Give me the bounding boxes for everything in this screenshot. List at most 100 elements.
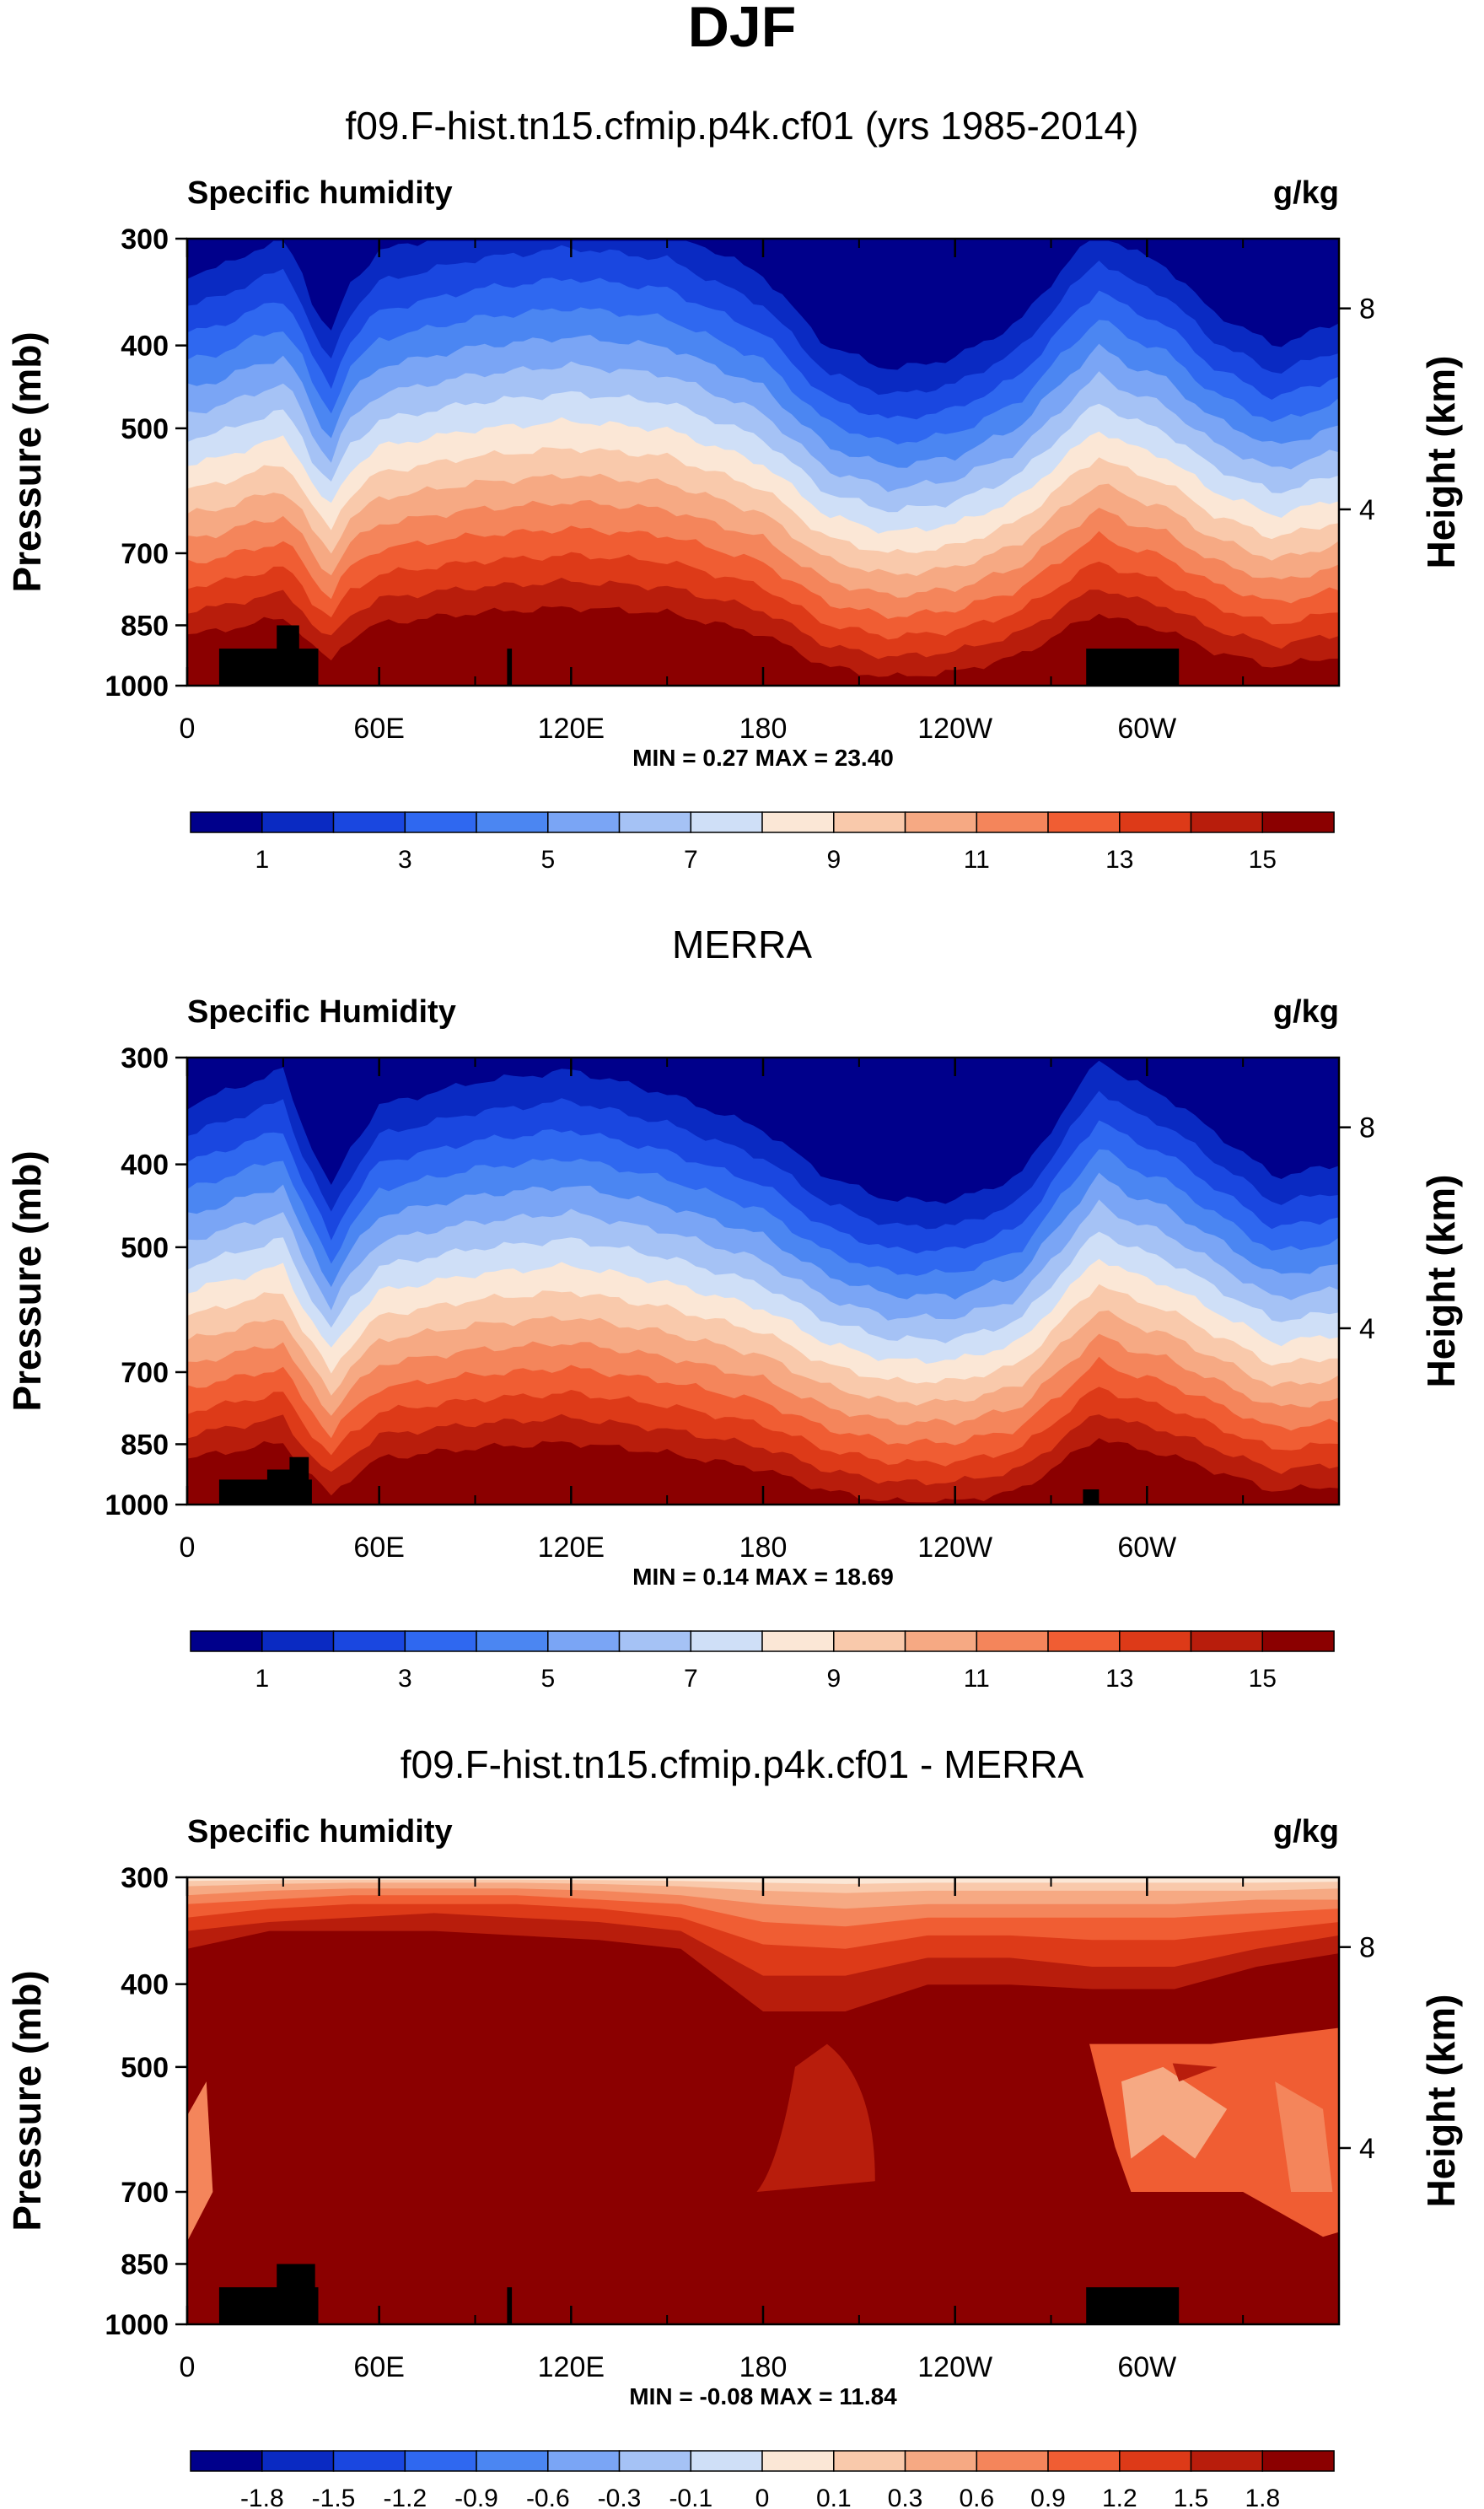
colorbar-label: 13 <box>1105 846 1133 874</box>
y-axis-label: Pressure (mb) <box>5 331 49 592</box>
colorbar-swatch <box>1261 1630 1335 1652</box>
y2-tick-label: 4 <box>1359 2133 1375 2165</box>
colorbar-swatch <box>1190 811 1264 833</box>
panel-title: f09.F-hist.tn15.cfmip.p4k.cf01 (yrs 1985… <box>346 104 1139 148</box>
x-tick-label: 60W <box>1117 1532 1176 1564</box>
colorbar-swatch <box>1119 2450 1192 2472</box>
colorbar-label: 1.5 <box>1174 2485 1209 2509</box>
colorbar-swatch <box>833 1630 906 1652</box>
diff-tongue <box>756 2043 875 2192</box>
y2-tick-label: 4 <box>1359 494 1375 526</box>
y-tick-label: 1000 <box>105 2309 169 2341</box>
colorbar-swatch <box>833 811 906 833</box>
panel-1: 0 60E 120E 180 120W 60W 300 400 500 700 850 1000 8 4 P… <box>5 104 1463 874</box>
colorbar-swatch <box>1119 811 1192 833</box>
x-tick-label: 120W <box>917 2351 992 2383</box>
colorbar-label: 1 <box>255 846 269 874</box>
x-tick-label: 60E <box>353 2351 405 2383</box>
colorbar-swatch <box>833 2450 906 2472</box>
colorbar-label: 7 <box>684 846 698 874</box>
colorbar-swatch <box>690 811 763 833</box>
colorbar-swatch <box>761 1630 835 1652</box>
colorbar-label: -1.2 <box>383 2485 427 2509</box>
colorbar-swatch <box>904 811 978 833</box>
contour-band-15 <box>187 1438 1339 1505</box>
land-mask-1 <box>266 1469 290 1505</box>
y-tick-label: 500 <box>121 2052 169 2084</box>
land-mask-2 <box>507 649 513 686</box>
colorbar-swatch <box>261 1630 335 1652</box>
colorbar-label: 9 <box>826 1665 841 1693</box>
colorbar-label: 0.3 <box>888 2485 923 2509</box>
x-tick-label: 60E <box>353 713 405 745</box>
y-tick-label: 1000 <box>105 1489 169 1521</box>
contour-field <box>187 1877 1339 2324</box>
colorbar-swatch <box>1190 1630 1264 1652</box>
y-tick-label: 500 <box>121 413 169 445</box>
units-label: g/kg <box>1273 175 1339 211</box>
colorbar-swatch <box>261 2450 335 2472</box>
panel-3: 0 60E 120E 180 120W 60W 300 400 500 700 850 1000 8 4 P… <box>5 1742 1463 2509</box>
units-label: g/kg <box>1273 1814 1339 1849</box>
x-tick-label: 120W <box>917 713 992 745</box>
y-tick-label: 700 <box>121 2177 169 2209</box>
contour-field <box>187 239 1339 686</box>
figure-title: DJF <box>688 0 796 59</box>
y2-axis-label: Height (km) <box>1419 1995 1463 2208</box>
colorbar-swatch <box>976 2450 1049 2472</box>
contour-band-15 <box>187 606 1339 686</box>
y-tick-label: 700 <box>121 538 169 570</box>
colorbar-label: -1.8 <box>240 2485 284 2509</box>
min-max-label: MIN = -0.08 MAX = 11.84 <box>629 2383 897 2409</box>
x-tick-label: 180 <box>739 713 788 745</box>
variable-label: Specific Humidity <box>187 994 456 1030</box>
contour-field <box>187 1058 1339 1505</box>
colorbar-swatch <box>904 1630 978 1652</box>
colorbar-label: 3 <box>398 1665 412 1693</box>
y-tick-label: 500 <box>121 1232 169 1264</box>
variable-label: Specific humidity <box>187 1814 453 1849</box>
diff-east-edge <box>1275 2081 1333 2192</box>
colorbar-swatch <box>1047 2450 1121 2472</box>
x-tick-label: 120E <box>538 713 605 745</box>
land-mask-2 <box>507 2287 513 2324</box>
diff-west-edge <box>187 2081 213 2242</box>
colorbar-label: 13 <box>1105 1665 1133 1693</box>
y2-tick-label: 8 <box>1359 1932 1375 1964</box>
y-tick-label: 400 <box>121 331 169 363</box>
diff-east-light <box>1121 2066 1228 2159</box>
colorbar-label: 11 <box>964 1665 990 1693</box>
colorbar-swatch <box>261 811 335 833</box>
x-tick-label: 0 <box>180 713 196 745</box>
colorbar-swatch <box>332 811 406 833</box>
colorbar-swatch <box>404 811 477 833</box>
colorbar-swatch <box>976 1630 1049 1652</box>
y2-tick-label: 8 <box>1359 293 1375 326</box>
x-tick-label: 180 <box>739 2351 788 2383</box>
y-tick-label: 1000 <box>105 670 169 703</box>
panel-title: f09.F-hist.tn15.cfmip.p4k.cf01 - MERRA <box>401 1742 1084 1786</box>
colorbar-label: 1.2 <box>1102 2485 1137 2509</box>
colorbar: 1 3 5 7 9 11 13 15 <box>190 1630 1335 1693</box>
colorbar-swatch <box>761 2450 835 2472</box>
colorbar-swatch <box>476 2450 549 2472</box>
colorbar-swatch <box>547 2450 621 2472</box>
colorbar-swatch <box>1119 1630 1192 1652</box>
y-tick-label: 850 <box>121 2248 169 2280</box>
y2-axis-label: Height (km) <box>1419 1175 1463 1388</box>
colorbar-swatch <box>1261 811 1335 833</box>
colorbar-swatch <box>1047 811 1121 833</box>
colorbar-swatch <box>618 2450 692 2472</box>
colorbar-swatch <box>190 2450 263 2472</box>
colorbar-swatch <box>904 2450 978 2472</box>
diff-east-dark <box>1172 2063 1218 2082</box>
colorbar-swatch <box>618 1630 692 1652</box>
colorbar-swatch <box>190 811 263 833</box>
y-tick-label: 850 <box>121 1429 169 1461</box>
colorbar-swatch <box>690 1630 763 1652</box>
panels: 0 60E 120E 180 120W 60W 3 0 0 400 500 700 850 1000 8 4 P… <box>5 104 1463 2509</box>
x-tick-label: 0 <box>180 2351 196 2383</box>
x-tick-label: 0 <box>180 1532 196 1564</box>
land-mask-0 <box>218 649 319 686</box>
